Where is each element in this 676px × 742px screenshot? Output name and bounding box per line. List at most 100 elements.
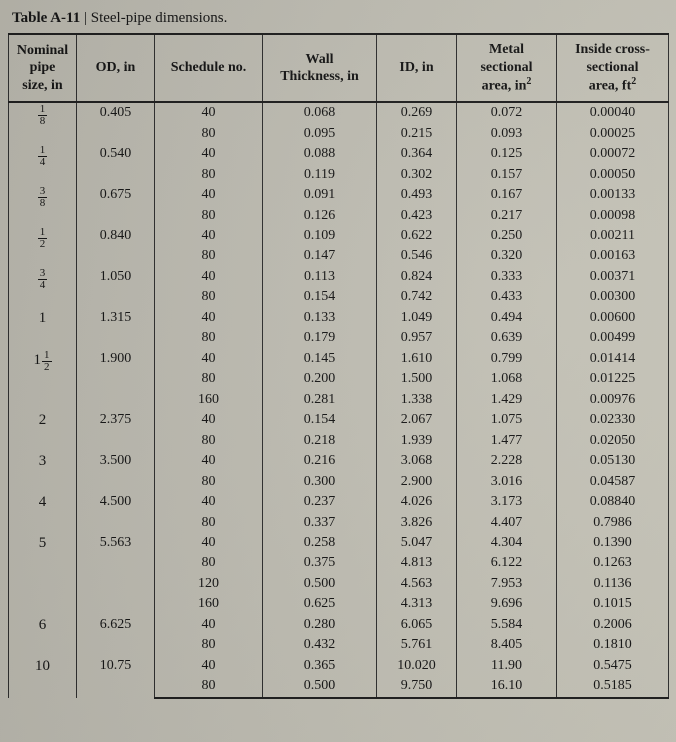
cell-metal: 0.093	[457, 124, 557, 144]
cell-id: 4.313	[377, 594, 457, 614]
table-title: Table A-11 | Steel-pipe dimensions.	[8, 8, 668, 33]
cell-wall: 0.365	[263, 656, 377, 676]
cell-metal: 4.407	[457, 513, 557, 533]
cell-schedule: 120	[155, 574, 263, 594]
cell-inside: 0.1390	[557, 533, 669, 553]
cell-nominal: 112	[9, 349, 77, 410]
cell-metal: 6.122	[457, 553, 557, 573]
cell-inside: 0.00133	[557, 185, 669, 205]
cell-nominal: 14	[9, 144, 77, 185]
cell-inside: 0.5475	[557, 656, 669, 676]
table-row: 66.625400.2806.0655.5840.2006	[9, 615, 669, 635]
cell-schedule: 40	[155, 226, 263, 246]
cell-schedule: 80	[155, 124, 263, 144]
cell-metal: 1.068	[457, 369, 557, 389]
cell-schedule: 40	[155, 451, 263, 471]
col-od: OD, in	[77, 34, 155, 102]
cell-nominal: 34	[9, 267, 77, 308]
cell-metal: 9.696	[457, 594, 557, 614]
cell-id: 9.750	[377, 676, 457, 697]
cell-nominal: 4	[9, 492, 77, 533]
cell-id: 0.302	[377, 165, 457, 185]
cell-od: 1.050	[77, 267, 155, 308]
cell-id: 4.813	[377, 553, 457, 573]
table-row: 1121.900400.1451.6100.7990.01414	[9, 349, 669, 369]
cell-wall: 0.068	[263, 102, 377, 123]
cell-metal: 0.494	[457, 308, 557, 328]
cell-nominal: 6	[9, 615, 77, 656]
cell-wall: 0.126	[263, 206, 377, 226]
cell-nominal: 2	[9, 410, 77, 451]
cell-metal: 4.304	[457, 533, 557, 553]
cell-inside: 0.02050	[557, 431, 669, 451]
cell-od: 1.900	[77, 349, 155, 410]
cell-metal: 8.405	[457, 635, 557, 655]
cell-id: 1.500	[377, 369, 457, 389]
table-row: 33.500400.2163.0682.2280.05130	[9, 451, 669, 471]
cell-wall: 0.119	[263, 165, 377, 185]
cell-wall: 0.237	[263, 492, 377, 512]
pipe-dimensions-table: Nominalpipesize, in OD, in Schedule no. …	[8, 33, 669, 699]
cell-wall: 0.091	[263, 185, 377, 205]
cell-wall: 0.375	[263, 553, 377, 573]
cell-od: 0.405	[77, 102, 155, 144]
cell-od: 0.840	[77, 226, 155, 267]
cell-inside: 0.00040	[557, 102, 669, 123]
cell-inside: 0.1810	[557, 635, 669, 655]
cell-schedule: 40	[155, 185, 263, 205]
cell-inside: 0.00098	[557, 206, 669, 226]
cell-wall: 0.095	[263, 124, 377, 144]
cell-inside: 0.00211	[557, 226, 669, 246]
cell-wall: 0.154	[263, 287, 377, 307]
cell-schedule: 40	[155, 615, 263, 635]
cell-id: 3.826	[377, 513, 457, 533]
cell-id: 6.065	[377, 615, 457, 635]
cell-nominal: 38	[9, 185, 77, 226]
cell-inside: 0.1136	[557, 574, 669, 594]
cell-id: 0.215	[377, 124, 457, 144]
cell-id: 0.824	[377, 267, 457, 287]
cell-wall: 0.147	[263, 246, 377, 266]
table-label: Table A-11	[12, 10, 80, 26]
col-nominal: Nominalpipesize, in	[9, 34, 77, 102]
cell-metal: 5.584	[457, 615, 557, 635]
cell-metal: 0.320	[457, 246, 557, 266]
cell-schedule: 40	[155, 410, 263, 430]
cell-wall: 0.500	[263, 676, 377, 697]
cell-wall: 0.218	[263, 431, 377, 451]
cell-id: 5.047	[377, 533, 457, 553]
cell-od: 0.675	[77, 185, 155, 226]
cell-schedule: 160	[155, 594, 263, 614]
cell-metal: 3.016	[457, 472, 557, 492]
cell-metal: 1.477	[457, 431, 557, 451]
cell-schedule: 40	[155, 533, 263, 553]
cell-id: 1.338	[377, 390, 457, 410]
table-row: 180.405400.0680.2690.0720.00040	[9, 102, 669, 123]
cell-wall: 0.500	[263, 574, 377, 594]
cell-metal: 0.125	[457, 144, 557, 164]
cell-nominal: 1	[9, 308, 77, 349]
cell-nominal: 18	[9, 102, 77, 144]
cell-schedule: 40	[155, 267, 263, 287]
cell-metal: 2.228	[457, 451, 557, 471]
col-id: ID, in	[377, 34, 457, 102]
cell-id: 1.939	[377, 431, 457, 451]
cell-id: 0.622	[377, 226, 457, 246]
cell-schedule: 80	[155, 635, 263, 655]
cell-schedule: 80	[155, 328, 263, 348]
cell-metal: 0.250	[457, 226, 557, 246]
cell-id: 1.610	[377, 349, 457, 369]
cell-inside: 0.00371	[557, 267, 669, 287]
cell-id: 3.068	[377, 451, 457, 471]
col-inside: Inside cross-sectionalarea, ft2	[557, 34, 669, 102]
cell-inside: 0.00025	[557, 124, 669, 144]
cell-wall: 0.216	[263, 451, 377, 471]
cell-metal: 0.072	[457, 102, 557, 123]
cell-schedule: 40	[155, 349, 263, 369]
table-row: 11.315400.1331.0490.4940.00600	[9, 308, 669, 328]
cell-schedule: 40	[155, 102, 263, 123]
cell-od: 6.625	[77, 615, 155, 656]
cell-inside: 0.2006	[557, 615, 669, 635]
cell-id: 4.563	[377, 574, 457, 594]
cell-wall: 0.625	[263, 594, 377, 614]
